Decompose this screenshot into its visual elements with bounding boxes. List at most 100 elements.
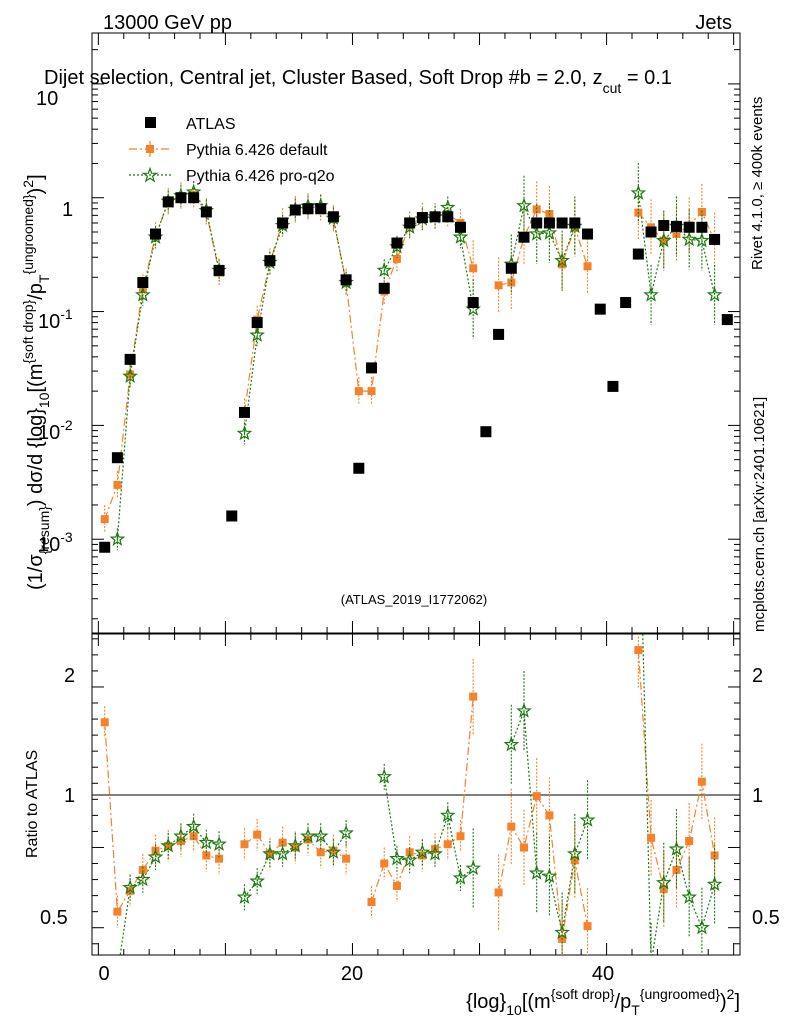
data-point-atlas-27.5 (442, 211, 454, 223)
data-point-default-21.5 (367, 387, 376, 396)
ratio-point-proq2o-44.5 (655, 874, 672, 890)
data-point-atlas-21.5 (366, 362, 378, 374)
x-tick-labels: 0 20 40 (98, 963, 614, 985)
data-point-proq2o-11.5 (236, 425, 253, 441)
zcut-value: = 0.1 (621, 67, 672, 89)
data-point-proq2o-42.5 (630, 184, 647, 200)
data-point-atlas-7.5 (188, 192, 200, 204)
y-tick-base-0.01: 10 (38, 422, 60, 444)
ratio-point-default-23.5 (392, 881, 401, 890)
legend-atlas-label: ATLAS (186, 116, 236, 133)
ratio-point-proq2o-47.5 (694, 919, 710, 935)
ratio-point-proq2o-43.5 (651, 954, 652, 955)
data-point-atlas-4.5 (150, 228, 162, 240)
ratio-point-default-5.5 (164, 841, 173, 850)
ratio-point-default-42.5 (634, 646, 643, 655)
ratio-point-proq2o-4.5 (147, 848, 164, 864)
ratio-point-proq2o-3.5 (134, 871, 151, 887)
data-point-proq2o-46.5 (681, 231, 698, 247)
data-point-atlas-25.5 (416, 212, 428, 224)
x-tick-20: 20 (341, 963, 363, 985)
data-point-atlas-15.5 (289, 204, 301, 216)
axis-ticks (92, 33, 740, 955)
analysis-id: (ATLAS_2019_I1772062) (341, 592, 487, 607)
data-point-atlas-20.5 (353, 462, 365, 474)
main-plot-frame (91, 32, 741, 634)
ratio-point-default-9.5 (215, 854, 224, 863)
y-tick-label-0.1: 10-1 (38, 306, 73, 333)
ratio-point-proq2o-2.5 (122, 879, 138, 895)
ratio-point-proq2o-42.5 (632, 456, 644, 468)
data-point-atlas-9.5 (213, 264, 225, 276)
ratio-point-proq2o-38.5 (579, 811, 596, 827)
data-point-atlas-1.5 (111, 452, 123, 464)
data-point-proq2o-3.5 (134, 286, 151, 302)
data-point-atlas-14.5 (277, 217, 289, 229)
ratio-point-proq2o-14.5 (274, 845, 291, 861)
data-point-atlas-28.5 (454, 221, 466, 233)
y-tick-exp-0.1: -1 (60, 306, 73, 322)
data-point-atlas-43.5 (645, 226, 657, 238)
ratio-point-proq2o-13.5 (262, 845, 278, 861)
zcut-subscript: cut (603, 80, 622, 96)
y-tick-label-10: 10 (36, 88, 58, 110)
ratio-point-default-31.5 (494, 888, 503, 897)
ratio-point-proq2o-16.5 (300, 827, 316, 843)
ratio-point-proq2o-19.5 (338, 824, 354, 840)
ratio-point-default-34.5 (532, 792, 541, 801)
legend-proq2o-label: Pythia 6.426 pro-q2o (186, 168, 335, 185)
series-line-pythia-default (104, 194, 716, 520)
ratio-point-proq2o-11.5 (236, 888, 253, 904)
x-axis-title: {log}10[(m{soft drop}/pT{ungroomed})2] (466, 986, 740, 1018)
ratio-point-proq2o-6.5 (173, 827, 189, 843)
ratio-point-default-12.5 (253, 830, 262, 839)
y-tick-base-10: 10 (36, 88, 58, 110)
ratio-point-proq2o-24.5 (401, 852, 418, 868)
legend-default-marker (146, 145, 154, 153)
ratio-point-proq2o-34.5 (528, 864, 545, 880)
ratio-point-default-13.5 (265, 849, 274, 858)
data-point-proq2o-2.5 (122, 368, 138, 383)
data-point-atlas-29.5 (467, 297, 479, 309)
ratio-point-proq2o-15.5 (287, 837, 304, 853)
ratio-point-default-22.5 (380, 859, 389, 868)
ratio-point-default-29.5 (469, 692, 478, 701)
ratio-point-default-32.5 (507, 822, 516, 831)
data-point-default-31.5 (494, 281, 503, 290)
ratio-point-proq2o-8.5 (198, 834, 215, 850)
data-point-atlas-0.5 (99, 541, 111, 553)
ratio-point-proq2o-7.5 (185, 818, 202, 834)
ratio-point-default-11.5 (240, 840, 249, 849)
ratio-point-default-43.5 (647, 833, 656, 842)
ratio-data-layer (100, 456, 723, 955)
data-point-proq2o-36.5 (554, 252, 570, 268)
legend: ATLAS Pythia 6.426 default Pythia 6.426 … (129, 116, 335, 185)
series-line-pythia-proq2o (116, 191, 716, 540)
ratio-point-proq2o-27.5 (439, 807, 456, 822)
ratio-point-proq2o-35.5 (541, 868, 558, 883)
ratio-point-proq2o-37.5 (566, 845, 583, 861)
ratio-tick-2-right: 2 (752, 665, 763, 687)
data-point-atlas-11.5 (238, 406, 250, 418)
y-axis-title-ratio: Ratio to ATLAS (24, 750, 41, 858)
y-tick-exp-0.01: -2 (60, 417, 73, 433)
ratio-point-proq2o-33.5 (516, 702, 532, 718)
data-point-atlas-24.5 (404, 217, 416, 229)
data-point-atlas-30.5 (480, 426, 492, 438)
ratio-point-proq2o-22.5 (376, 768, 393, 784)
ratio-point-proq2o-29.5 (465, 860, 482, 875)
ratio-point-default-1.5 (113, 907, 122, 916)
ratio-tick-1-right: 1 (752, 785, 763, 807)
ratio-point-default-21.5 (367, 898, 376, 907)
ratio-tick-1-left: 1 (64, 785, 75, 807)
data-point-atlas-17.5 (315, 203, 327, 215)
data-point-atlas-22.5 (378, 282, 390, 294)
data-point-atlas-5.5 (162, 196, 174, 208)
data-point-atlas-37.5 (569, 217, 581, 229)
data-point-default-1.5 (113, 480, 122, 489)
data-point-atlas-18.5 (327, 211, 339, 223)
ratio-point-proq2o-28.5 (452, 869, 469, 885)
data-point-default-36.5 (558, 260, 567, 269)
ratio-point-default-0.5 (100, 718, 109, 727)
data-point-proq2o-33.5 (516, 197, 532, 213)
